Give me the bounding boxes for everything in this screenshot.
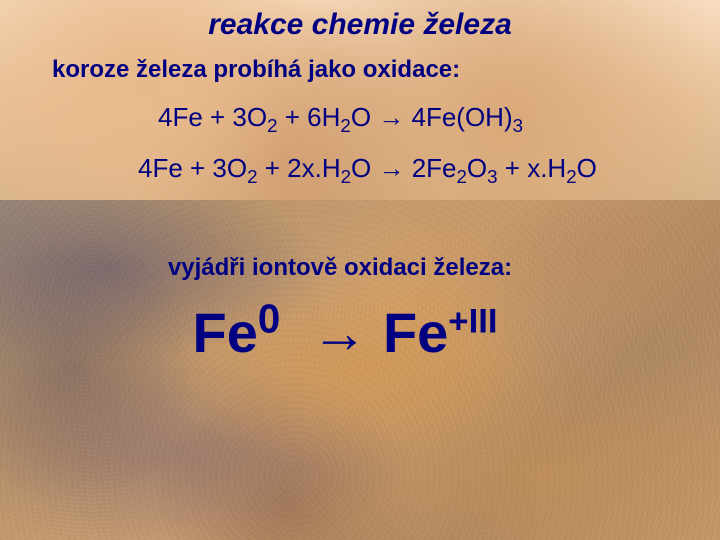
slide-subtitle: koroze železa probíhá jako oxidace: [0,56,720,84]
equation-1: 4Fe + 3O2 + 6H2O → 4Fe(OH)3 [0,102,720,133]
slide-content: reakce chemie železa koroze železa probí… [0,0,720,540]
equation-2: 4Fe + 3O2 + 2x.H2O → 2Fe2O3 + x.H2O [0,153,720,184]
ionic-equation: Fe0 → Fe+III [0,300,720,365]
ionic-prompt: vyjádři iontově oxidaci železa: [0,254,720,282]
slide-title: reakce chemie železa [0,8,720,42]
